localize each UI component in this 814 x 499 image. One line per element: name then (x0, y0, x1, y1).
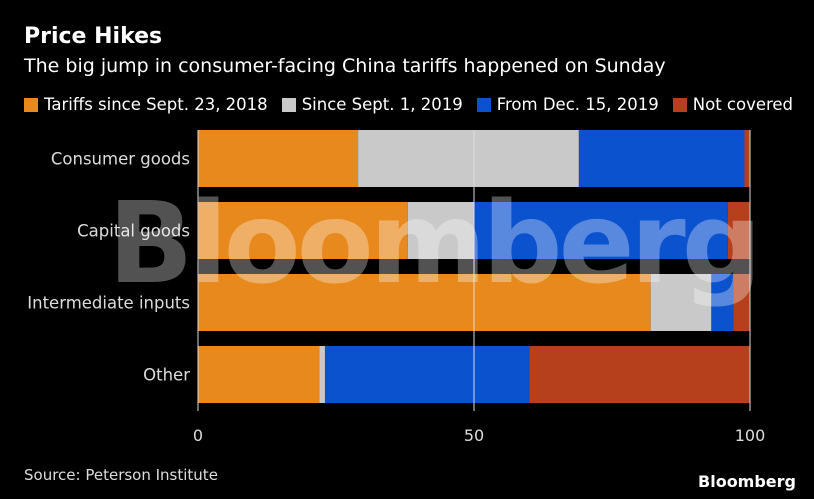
category-label: Intermediate inputs (27, 294, 190, 313)
tick-label: 0 (193, 426, 203, 445)
bar-segment (324, 346, 530, 403)
legend-item: Since Sept. 1, 2019 (281, 95, 463, 114)
legend-swatch (281, 97, 296, 112)
legend-swatch (476, 97, 491, 112)
legend-label: Not covered (692, 95, 794, 114)
watermark: Bloomberg (108, 179, 758, 309)
category-label: Capital goods (77, 222, 190, 241)
chart-subtitle: The big jump in consumer-facing China ta… (24, 55, 666, 77)
chart-title: Price Hikes (24, 24, 163, 49)
bar-segment (727, 202, 750, 259)
bar-segment (650, 274, 712, 331)
bar-segment (733, 274, 750, 331)
bar-segment (358, 130, 579, 187)
legend-label: Since Sept. 1, 2019 (301, 95, 463, 114)
legend-item: From Dec. 15, 2019 (476, 95, 659, 114)
category-label: Consumer goods (51, 150, 190, 169)
tick-label: 100 (735, 426, 766, 445)
tick-label: 50 (464, 426, 484, 445)
bar-segment (578, 130, 745, 187)
bar-segment (744, 130, 750, 187)
legend-swatch (24, 97, 38, 112)
legend: Tariffs since Sept. 23, 2018 Since Sept.… (24, 95, 807, 114)
bar-segment (474, 202, 728, 259)
source-note: Source: Peterson Institute (24, 466, 218, 484)
legend-label: Tariffs since Sept. 23, 2018 (44, 95, 268, 114)
bar-segment (198, 202, 408, 259)
legend-label: From Dec. 15, 2019 (496, 95, 659, 114)
bar-segment (407, 202, 474, 259)
brand-logo: Bloomberg (698, 472, 796, 491)
bar-segment (711, 274, 734, 331)
legend-swatch (672, 97, 687, 112)
legend-item: Tariffs since Sept. 23, 2018 (24, 95, 268, 114)
bar-segment (198, 274, 651, 331)
legend-item: Not covered (672, 95, 794, 114)
category-label: Other (143, 366, 190, 385)
bar-segment (198, 346, 320, 403)
bar-segment (198, 130, 359, 187)
bar-segment (529, 346, 750, 403)
bar-segment (319, 346, 325, 403)
